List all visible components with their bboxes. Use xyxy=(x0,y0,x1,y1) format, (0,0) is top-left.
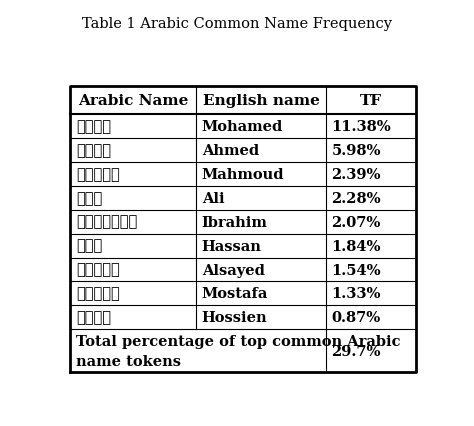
Text: Ibrahim: Ibrahim xyxy=(202,215,268,229)
Text: محمود: محمود xyxy=(76,167,119,181)
Text: Hassan: Hassan xyxy=(202,239,262,253)
Text: Ahmed: Ahmed xyxy=(202,144,259,158)
Text: English name: English name xyxy=(202,94,319,108)
Text: Alsayed: Alsayed xyxy=(202,263,264,277)
Text: TF: TF xyxy=(360,94,382,108)
Text: 2.39%: 2.39% xyxy=(331,167,381,181)
Text: 1.33%: 1.33% xyxy=(331,287,381,301)
Text: Arabic Name: Arabic Name xyxy=(78,94,189,108)
Text: Total percentage of top common Arabic
name tokens: Total percentage of top common Arabic na… xyxy=(76,334,400,368)
Text: مصطفى: مصطفى xyxy=(76,287,119,301)
Text: Table 1 Arabic Common Name Frequency: Table 1 Arabic Common Name Frequency xyxy=(82,17,392,31)
Text: 0.87%: 0.87% xyxy=(331,311,381,325)
Text: ابراهيم: ابراهيم xyxy=(76,215,137,229)
Text: على: على xyxy=(76,191,102,205)
Text: Mohamed: Mohamed xyxy=(202,120,283,134)
Text: 11.38%: 11.38% xyxy=(331,120,391,134)
Text: Mostafa: Mostafa xyxy=(202,287,268,301)
Text: محمد: محمد xyxy=(76,120,111,134)
Text: Ali: Ali xyxy=(202,191,225,205)
Text: 2.07%: 2.07% xyxy=(331,215,381,229)
Text: Mahmoud: Mahmoud xyxy=(202,167,284,181)
Text: 2.28%: 2.28% xyxy=(331,191,381,205)
Text: السيد: السيد xyxy=(76,263,119,277)
Text: حسين: حسين xyxy=(76,311,111,325)
Text: 29.7%: 29.7% xyxy=(331,344,381,358)
Text: 1.84%: 1.84% xyxy=(331,239,381,253)
Text: 1.54%: 1.54% xyxy=(331,263,381,277)
Text: Hossien: Hossien xyxy=(202,311,267,325)
Text: حسن: حسن xyxy=(76,239,102,253)
Text: 5.98%: 5.98% xyxy=(331,144,381,158)
Text: احمد: احمد xyxy=(76,144,111,158)
